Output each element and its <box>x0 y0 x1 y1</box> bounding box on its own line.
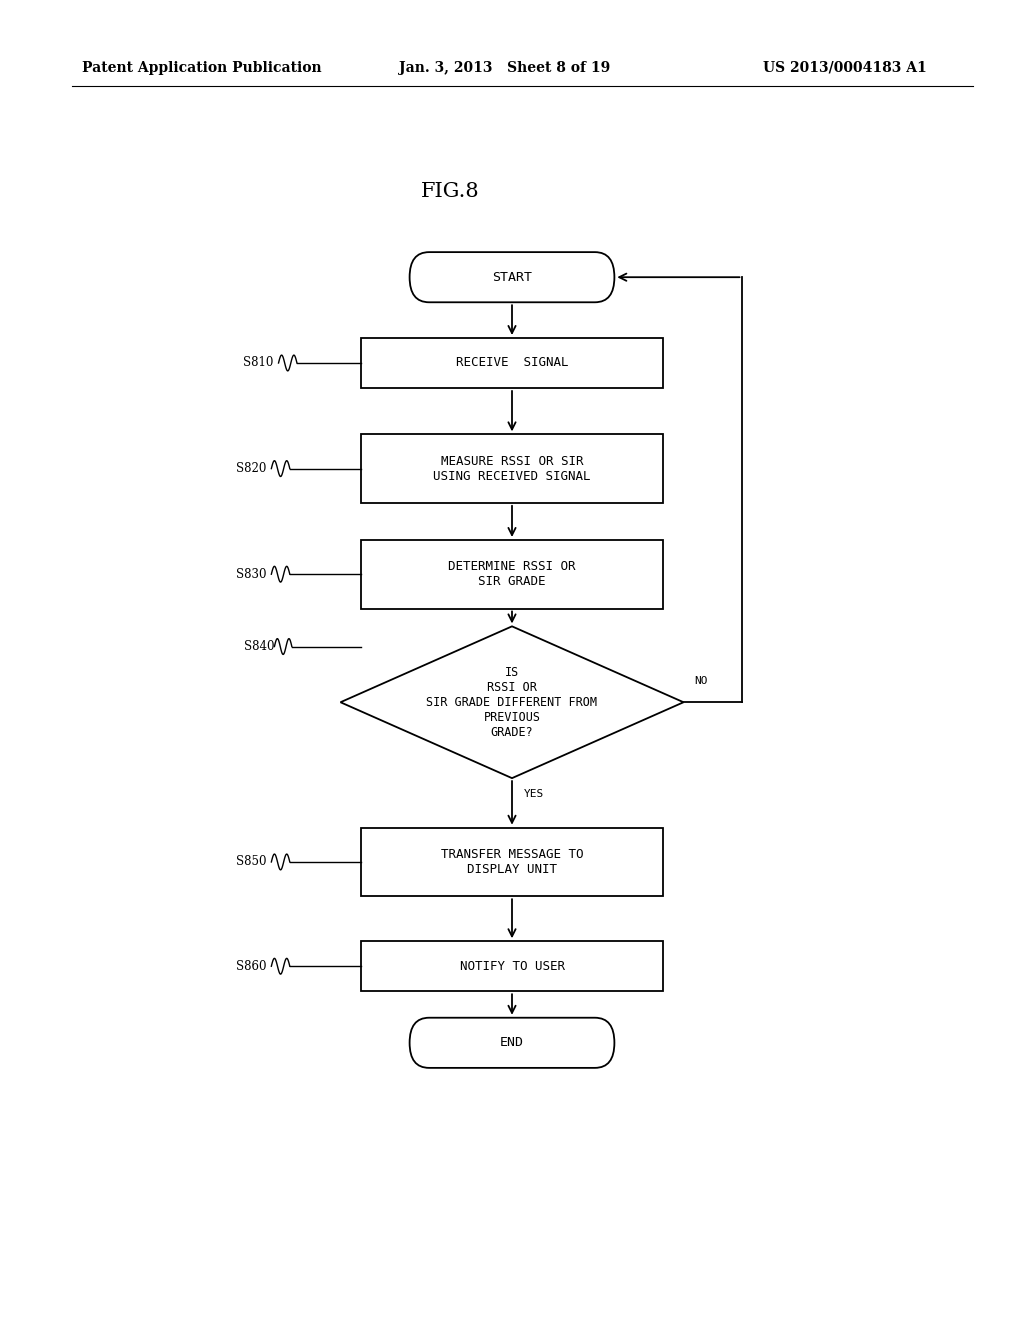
Text: YES: YES <box>524 788 545 799</box>
Text: S840: S840 <box>244 640 274 653</box>
Text: S860: S860 <box>236 960 266 973</box>
Text: START: START <box>492 271 532 284</box>
FancyBboxPatch shape <box>361 434 664 503</box>
Text: MEASURE RSSI OR SIR
USING RECEIVED SIGNAL: MEASURE RSSI OR SIR USING RECEIVED SIGNA… <box>433 454 591 483</box>
Text: IS
RSSI OR
SIR GRADE DIFFERENT FROM
PREVIOUS
GRADE?: IS RSSI OR SIR GRADE DIFFERENT FROM PREV… <box>427 665 597 739</box>
Text: RECEIVE  SIGNAL: RECEIVE SIGNAL <box>456 356 568 370</box>
Text: S810: S810 <box>243 356 273 370</box>
Text: NO: NO <box>694 676 708 686</box>
Text: S820: S820 <box>236 462 266 475</box>
Text: Patent Application Publication: Patent Application Publication <box>82 61 322 75</box>
FancyBboxPatch shape <box>410 252 614 302</box>
Text: TRANSFER MESSAGE TO
DISPLAY UNIT: TRANSFER MESSAGE TO DISPLAY UNIT <box>440 847 584 876</box>
Text: END: END <box>500 1036 524 1049</box>
Text: S850: S850 <box>236 855 266 869</box>
Text: FIG.8: FIG.8 <box>421 182 480 201</box>
Text: S830: S830 <box>236 568 266 581</box>
FancyBboxPatch shape <box>361 941 664 991</box>
Text: Jan. 3, 2013   Sheet 8 of 19: Jan. 3, 2013 Sheet 8 of 19 <box>399 61 610 75</box>
FancyBboxPatch shape <box>410 1018 614 1068</box>
FancyBboxPatch shape <box>361 540 664 609</box>
FancyBboxPatch shape <box>361 828 664 896</box>
Text: US 2013/0004183 A1: US 2013/0004183 A1 <box>763 61 927 75</box>
FancyBboxPatch shape <box>361 338 664 388</box>
Text: NOTIFY TO USER: NOTIFY TO USER <box>460 960 564 973</box>
Text: DETERMINE RSSI OR
SIR GRADE: DETERMINE RSSI OR SIR GRADE <box>449 560 575 589</box>
Polygon shape <box>340 626 684 777</box>
